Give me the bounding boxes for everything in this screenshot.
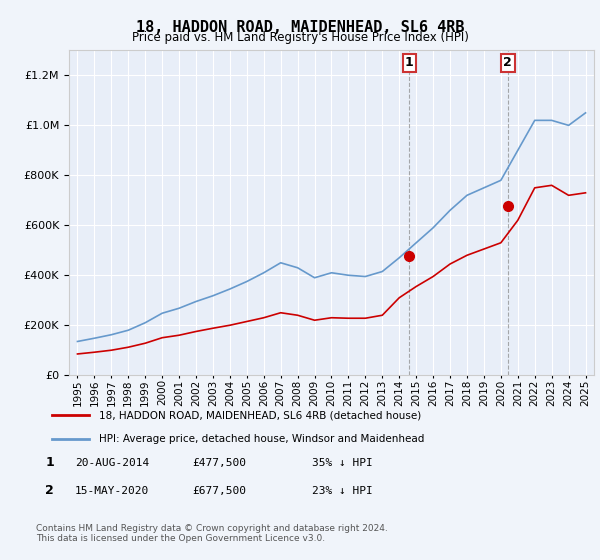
Text: 2: 2: [45, 484, 54, 497]
Text: 1: 1: [45, 456, 54, 469]
Text: 23% ↓ HPI: 23% ↓ HPI: [312, 486, 373, 496]
Text: 1: 1: [405, 57, 414, 69]
Text: £477,500: £477,500: [192, 458, 246, 468]
Text: £677,500: £677,500: [192, 486, 246, 496]
Text: 15-MAY-2020: 15-MAY-2020: [75, 486, 149, 496]
Text: 18, HADDON ROAD, MAIDENHEAD, SL6 4RB: 18, HADDON ROAD, MAIDENHEAD, SL6 4RB: [136, 20, 464, 35]
Text: 18, HADDON ROAD, MAIDENHEAD, SL6 4RB (detached house): 18, HADDON ROAD, MAIDENHEAD, SL6 4RB (de…: [100, 410, 422, 420]
Text: Price paid vs. HM Land Registry's House Price Index (HPI): Price paid vs. HM Land Registry's House …: [131, 31, 469, 44]
Text: 35% ↓ HPI: 35% ↓ HPI: [312, 458, 373, 468]
Text: HPI: Average price, detached house, Windsor and Maidenhead: HPI: Average price, detached house, Wind…: [100, 434, 425, 444]
Text: 2: 2: [503, 57, 512, 69]
Text: Contains HM Land Registry data © Crown copyright and database right 2024.
This d: Contains HM Land Registry data © Crown c…: [36, 524, 388, 543]
Text: 20-AUG-2014: 20-AUG-2014: [75, 458, 149, 468]
